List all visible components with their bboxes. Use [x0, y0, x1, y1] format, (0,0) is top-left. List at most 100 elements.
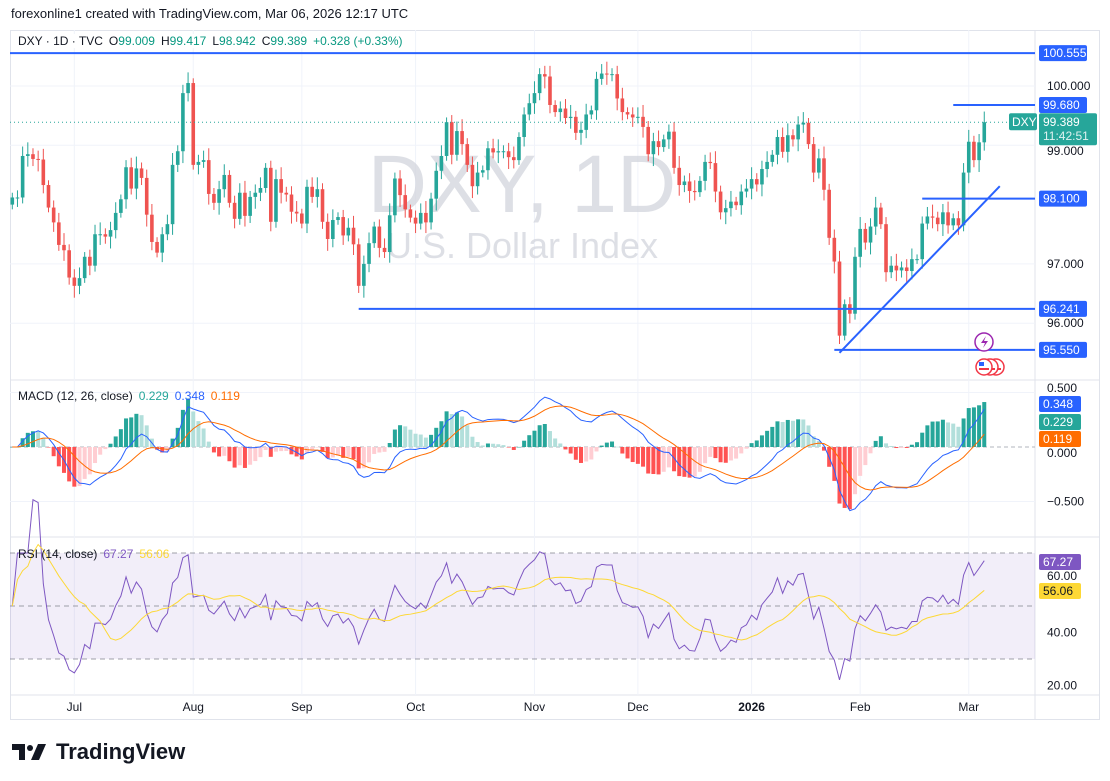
candle-body: [331, 220, 335, 239]
macd-histogram-bar: [878, 436, 883, 447]
candle-body: [191, 83, 196, 165]
candle-body: [263, 167, 268, 188]
tradingview-logo-icon: [12, 744, 46, 760]
candle-body: [393, 178, 397, 216]
macd-histogram-bar: [491, 443, 496, 447]
rsi-legend[interactable]: RSI (14, close) 67.27 56.06: [18, 547, 169, 561]
candle-body: [129, 167, 134, 189]
candle-body: [786, 135, 790, 152]
candle-body: [36, 158, 40, 160]
candle-body: [243, 192, 247, 216]
candle-body: [362, 263, 366, 286]
candle-body: [382, 247, 387, 253]
tradingview-logo[interactable]: TradingView: [12, 739, 185, 765]
macd-histogram-bar: [511, 447, 516, 450]
candle-body: [801, 122, 806, 125]
macd-histogram-bar: [501, 445, 506, 447]
candle-body: [346, 227, 351, 236]
macd-histogram-bar: [160, 447, 165, 453]
macd-histogram-bar: [248, 447, 253, 465]
low-value: 98.942: [219, 34, 256, 48]
candle-body: [935, 217, 940, 225]
candle-body: [227, 174, 232, 203]
candle-body: [237, 192, 242, 219]
candle-body: [734, 201, 738, 206]
macd-histogram-bar: [496, 444, 501, 447]
candle-body: [873, 207, 878, 227]
candle-body: [232, 202, 237, 219]
candle-body: [791, 135, 795, 140]
candle-body: [744, 188, 749, 192]
candle-body: [284, 192, 289, 195]
macd-histogram-bar: [367, 447, 372, 463]
candle-body: [537, 74, 542, 94]
macd-histogram-bar: [723, 447, 728, 463]
macd-histogram-bar: [460, 416, 465, 447]
macd-histogram-bar: [961, 418, 966, 447]
symbol-badge-label: DXY: [1012, 115, 1037, 129]
macd-histogram-bar: [475, 441, 480, 447]
candle-body: [455, 131, 459, 155]
macd-histogram-bar: [129, 417, 134, 447]
macd-histogram-bar: [930, 421, 935, 447]
candle-body: [480, 170, 485, 173]
last-price-badge: [1039, 113, 1097, 146]
macd-histogram-bar: [284, 447, 289, 451]
candle-body: [160, 234, 165, 253]
macd-histogram-bar: [966, 408, 971, 447]
macd-histogram-bar: [532, 430, 537, 447]
candle-body: [827, 189, 831, 238]
macd-histogram-bar: [982, 402, 987, 447]
candle-body: [796, 124, 800, 140]
watermark-subtitle: U.S. Dollar Index: [386, 225, 658, 266]
macd-tick-label: −0.500: [1047, 495, 1084, 509]
macd-histogram-bar: [41, 437, 46, 447]
candle-body: [93, 234, 97, 266]
macd-histogram-bar: [868, 447, 873, 454]
macd-histogram-bar: [186, 398, 191, 447]
candle-body: [398, 178, 402, 196]
macd-histogram-bar: [134, 413, 139, 447]
candle-body: [418, 212, 423, 224]
candle-body: [372, 226, 376, 244]
time-tick-label: 2026: [738, 700, 765, 714]
rsi-tick-label: 40.00: [1047, 626, 1077, 640]
macd-histogram-bar: [785, 419, 790, 447]
macd-histogram-bar: [20, 438, 25, 447]
macd-badge: [1039, 396, 1081, 412]
candles: [10, 61, 987, 344]
candle-body: [103, 234, 108, 237]
macd-histogram-bar: [816, 440, 821, 447]
symbol-badge: [1009, 113, 1037, 131]
macd-histogram-bar: [392, 429, 397, 447]
macd-legend[interactable]: MACD (12, 26, close) 0.229 0.348 0.119: [18, 389, 240, 403]
macd-histogram-bar: [940, 419, 945, 447]
macd-signal-line: [12, 405, 985, 491]
trendline: [838, 185, 1001, 354]
rsi-ma-badge-label: 56.06: [1043, 584, 1073, 598]
macd-histogram-bar: [398, 425, 403, 447]
macd-histogram-bar: [728, 447, 733, 461]
candle-body: [206, 160, 211, 194]
macd-histogram-bar: [485, 443, 490, 447]
macd-histogram-bar: [222, 447, 227, 456]
macd-histogram-bar: [894, 447, 899, 449]
macd-histogram-bar: [113, 436, 118, 447]
macd-histogram-bar: [418, 434, 423, 447]
candle-body: [201, 160, 206, 162]
symbol-legend[interactable]: DXY · 1D · TVC O99.009 H99.417 L98.942 C…: [18, 34, 403, 48]
macd-histogram-bar: [682, 447, 687, 477]
candle-body: [589, 110, 594, 115]
macd-histogram-bar: [480, 445, 485, 447]
macd-histogram-bar: [889, 445, 894, 447]
macd-histogram-bar: [346, 447, 351, 457]
rsi-tick-label: 20.00: [1047, 679, 1077, 693]
candle-body: [51, 207, 56, 223]
macd-histogram-bar: [330, 447, 335, 458]
macd-signal-badge-label: 0.119: [1043, 432, 1072, 446]
candle-body: [41, 159, 46, 186]
candle-body: [656, 141, 661, 148]
macd-histogram-bar: [573, 447, 578, 460]
macd-histogram-bar: [361, 447, 366, 469]
